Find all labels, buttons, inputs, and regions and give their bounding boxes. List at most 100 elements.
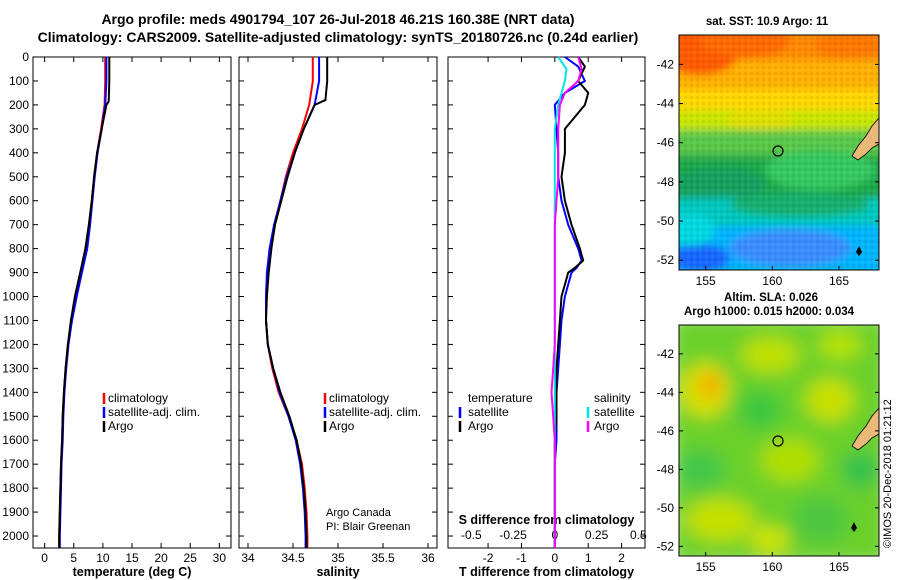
secondary-x-axis-label: S difference from climatology (459, 513, 635, 527)
map-y-tick-label: -50 (657, 501, 675, 515)
plot-frame (238, 56, 438, 549)
map-x-tick-label: 155 (696, 560, 716, 574)
legend-label: satellite (594, 405, 635, 419)
sst-map (679, 35, 879, 270)
temperature-panel: 0100200300400500600700800900100011001200… (2, 50, 232, 579)
legend-label: climatology (108, 391, 168, 405)
depth-tick-label: 1100 (3, 313, 29, 327)
x-tick-label: 2 (618, 551, 625, 565)
x-tick-label: 34 (241, 551, 255, 565)
depth-tick-label: 200 (9, 98, 29, 112)
x-tick-label: 1 (585, 551, 592, 565)
map-x-tick-label: 165 (829, 274, 849, 288)
map-y-tick-label: -44 (657, 97, 675, 111)
sla-map-title: Altim. SLA: 0.026 (724, 292, 818, 304)
series-line-argo (265, 57, 329, 548)
legend-label: satellite (468, 405, 509, 419)
credit-line1: Argo Canada (326, 507, 392, 519)
map-y-tick-label: -46 (657, 136, 675, 150)
map-x-tick-label: 155 (696, 274, 716, 288)
x-tick-label: 34.5 (281, 551, 305, 565)
depth-tick-label: 1700 (2, 457, 29, 471)
x-tick-label: 20 (154, 551, 168, 565)
depth-tick-label: 900 (9, 266, 29, 280)
depth-tick-label: 1600 (2, 433, 29, 447)
plot-frame (32, 56, 232, 549)
x-axis-label: temperature (deg C) (73, 565, 192, 579)
sst-argo-marker (772, 145, 784, 157)
legend-label: satellite-adj. clim. (108, 405, 200, 419)
sla-map-axes: 155 160 165 -42 -44 -46 -48 -50 -52 (657, 347, 879, 574)
depth-tick-label: 1900 (2, 505, 29, 519)
x-tick-label: 0 (41, 551, 48, 565)
legend-title-salinity: salinity (594, 391, 631, 405)
sst-map-title: sat. SST: 10.9 Argo: 11 (706, 16, 829, 28)
sla-map-frame (678, 324, 880, 557)
figure-title-line1: Argo profile: meds 4901794_107 26-Jul-20… (101, 11, 574, 27)
x-tick-label: 15 (125, 551, 139, 565)
map-y-tick-label: -48 (657, 462, 675, 476)
plot-frame (447, 56, 646, 549)
x-tick-label: 10 (96, 551, 110, 565)
legend-label: Argo (594, 419, 620, 433)
secondary-x-tick-label: 0.5 (630, 528, 647, 542)
x-tick-label: 0 (552, 551, 559, 565)
sla-map (679, 325, 879, 556)
map-y-tick-label: -46 (657, 424, 675, 438)
sla-map-subtitle: Argo h1000: 0.015 h2000: 0.034 (684, 306, 855, 318)
map-x-tick-label: 160 (762, 560, 782, 574)
sst-map-axes: 155 160 165 -42 -44 -46 -48 -50 -52 (657, 57, 879, 288)
legend-label: satellite-adj. clim. (329, 405, 421, 419)
sla-argo-marker (772, 435, 784, 447)
legend-label: Argo (468, 419, 494, 433)
secondary-x-tick-label: -0.25 (499, 528, 527, 542)
x-tick-label: 5 (70, 551, 77, 565)
map-y-tick-label: -42 (657, 347, 675, 361)
depth-tick-label: 1500 (2, 409, 29, 423)
secondary-x-tick-label: 0.25 (585, 528, 609, 542)
depth-tick-label: 1000 (2, 290, 29, 304)
x-tick-label: -2 (483, 551, 494, 565)
sst-map-frame (678, 34, 880, 271)
map-y-tick-label: -42 (657, 57, 675, 71)
depth-tick-label: 800 (9, 242, 29, 256)
legend-label: Argo (108, 419, 134, 433)
figure-title-line2: Climatology: CARS2009. Satellite-adjuste… (38, 29, 639, 45)
map-y-tick-label: -44 (657, 385, 675, 399)
map-y-tick-label: -52 (657, 253, 675, 267)
legend-label: climatology (329, 391, 389, 405)
x-tick-label: 36 (421, 551, 435, 565)
x-axis-label: T difference from climatology (459, 565, 634, 579)
map-y-tick-label: -50 (657, 214, 675, 228)
map-y-tick-label: -52 (657, 539, 675, 553)
depth-tick-label: 400 (9, 146, 29, 160)
map-x-tick-label: 165 (829, 560, 849, 574)
x-tick-label: 35.5 (371, 551, 395, 565)
imos-timestamp: ©IMOS 20-Dec-2018 01:21:12 (882, 399, 894, 548)
depth-tick-label: 2000 (2, 529, 29, 543)
depth-tick-label: 1400 (2, 385, 29, 399)
legend-label: Argo (329, 419, 355, 433)
series-line-salinity-argo (550, 56, 583, 548)
difference-panel: -2 -1 0 1 2T difference from climatology S di… (447, 56, 647, 579)
series-line-argo (58, 57, 111, 548)
x-tick-label: 25 (184, 551, 198, 565)
x-tick-label: 35 (331, 551, 345, 565)
x-tick-label: -1 (516, 551, 527, 565)
depth-tick-label: 700 (9, 218, 29, 232)
depth-tick-label: 500 (9, 170, 29, 184)
secondary-x-tick-label: -0.5 (461, 528, 482, 542)
depth-tick-label: 1200 (2, 337, 29, 351)
map-x-tick-label: 160 (762, 274, 782, 288)
depth-tick-label: 1300 (2, 361, 29, 375)
x-tick-label: 30 (213, 551, 227, 565)
map-y-tick-label: -48 (657, 175, 675, 189)
x-axis-label: salinity (316, 565, 359, 579)
legend-title-temperature: temperature (468, 391, 533, 405)
depth-tick-label: 300 (9, 122, 29, 136)
salinity-panel: 34 34.5 35 35.5 36 salinity climatologysatelli… (238, 56, 438, 579)
depth-tick-label: 0 (22, 50, 29, 64)
depth-tick-label: 100 (9, 74, 29, 88)
credit-line2: PI: Blair Greenan (326, 521, 410, 533)
